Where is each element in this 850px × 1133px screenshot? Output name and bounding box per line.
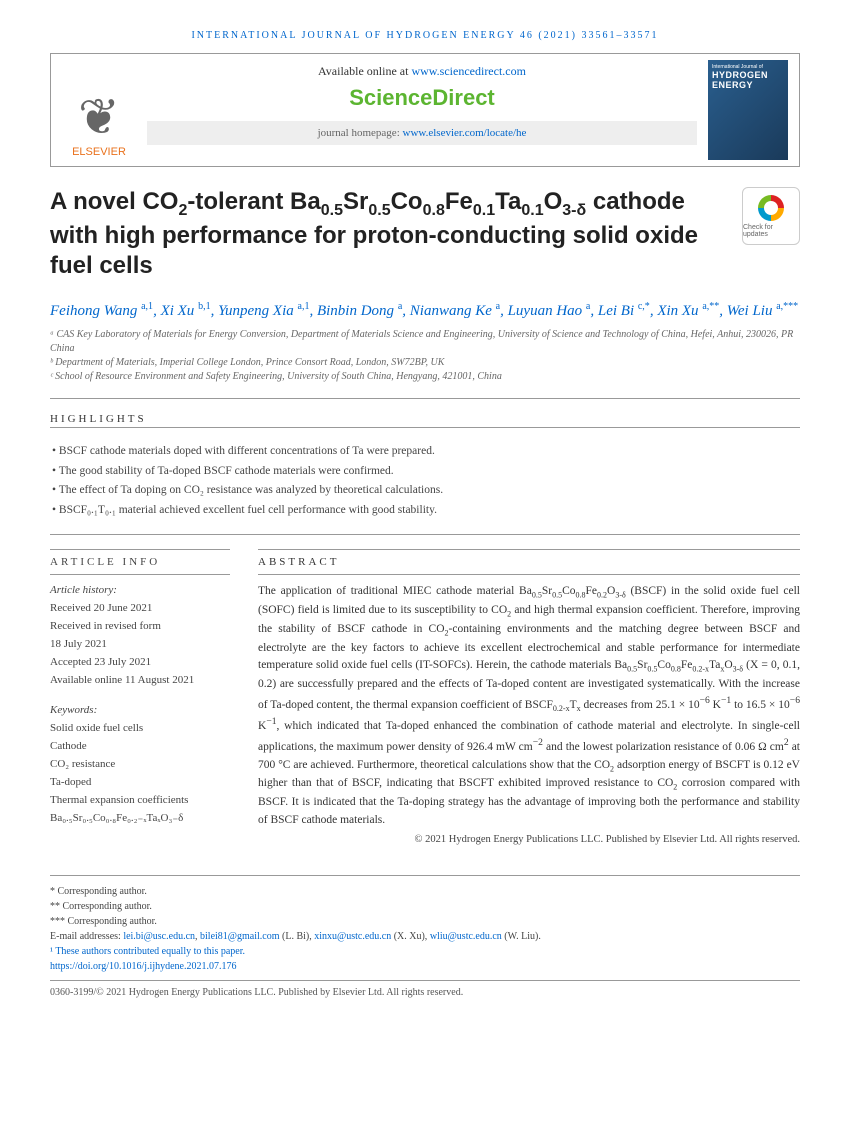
journal-header: INTERNATIONAL JOURNAL OF HYDROGEN ENERGY… (50, 30, 800, 41)
corresponding-note: * Corresponding author. (50, 884, 800, 899)
keyword: Ba₀.₅Sr₀.₅Co₀.₈Fe₀.₂₋ₓTaₓO₃₋δ (50, 811, 230, 827)
abstract-copyright: © 2021 Hydrogen Energy Publications LLC.… (258, 834, 800, 845)
history-line: Received 20 June 2021 (50, 601, 230, 617)
journal-cover: International Journal of HYDROGEN ENERGY (708, 60, 788, 160)
journal-homepage-row: journal homepage: www.elsevier.com/locat… (147, 121, 697, 145)
article-title: A novel CO2-tolerant Ba0.5Sr0.5Co0.8Fe0.… (50, 187, 726, 281)
homepage-prefix: journal homepage: (318, 127, 403, 139)
available-online: Available online at www.sciencedirect.co… (147, 54, 697, 85)
elsevier-label: ELSEVIER (59, 146, 139, 158)
highlights-block: BSCF cathode materials doped with differ… (50, 442, 800, 520)
article-history-label: Article history: (50, 583, 230, 599)
available-prefix: Available online at (318, 64, 411, 78)
authors-list: Feihong Wang a,1, Xi Xu b,1, Yunpeng Xia… (50, 299, 800, 323)
highlight-item: BSCF cathode materials doped with differ… (52, 442, 800, 462)
affiliations: ᵃ CAS Key Laboratory of Materials for En… (50, 328, 800, 384)
footer: * Corresponding author.** Corresponding … (50, 875, 800, 1000)
history-line: Accepted 23 July 2021 (50, 655, 230, 671)
check-updates-badge[interactable]: Check for updates (742, 187, 800, 245)
history-line: Received in revised form (50, 619, 230, 635)
history-line: 18 July 2021 (50, 637, 230, 653)
highlight-item: The effect of Ta doping on CO₂ resistanc… (52, 481, 800, 501)
header-center: Available online at www.sciencedirect.co… (147, 54, 697, 166)
abstract-title: ABSTRACT (258, 549, 800, 575)
keyword: Ta-doped (50, 775, 230, 791)
highlights-title: HIGHLIGHTS (50, 413, 800, 425)
keyword: Thermal expansion coefficients (50, 793, 230, 809)
keyword: Solid oxide fuel cells (50, 721, 230, 737)
elsevier-tree-icon: ❦ (59, 92, 139, 142)
footer-copyright: 0360-3199/© 2021 Hydrogen Energy Publica… (50, 980, 800, 1000)
affiliation: ᵃ CAS Key Laboratory of Materials for En… (50, 328, 800, 356)
footer-emails: E-mail addresses: lei.bi@usc.edu.cn, bil… (50, 929, 800, 944)
crossmark-icon (758, 195, 784, 221)
sciencedirect-logo: ScienceDirect (147, 85, 697, 111)
homepage-link[interactable]: www.elsevier.com/locate/he (403, 127, 527, 139)
affiliation: ᶜ School of Resource Environment and Saf… (50, 370, 800, 384)
check-updates-label: Check for updates (743, 224, 799, 238)
corresponding-note: ** Corresponding author. (50, 899, 800, 914)
doi-link[interactable]: https://doi.org/10.1016/j.ijhydene.2021.… (50, 961, 236, 972)
article-info-title: ARTICLE INFO (50, 549, 230, 575)
highlight-item: The good stability of Ta-doped BSCF cath… (52, 462, 800, 482)
sciencedirect-link[interactable]: www.sciencedirect.com (411, 64, 526, 78)
abstract-column: ABSTRACT The application of traditional … (258, 549, 800, 844)
abstract-text: The application of traditional MIEC cath… (258, 583, 800, 829)
keywords-label: Keywords: (50, 703, 230, 719)
journal-cover-block: International Journal of HYDROGEN ENERGY (697, 54, 799, 166)
history-line: Available online 11 August 2021 (50, 673, 230, 689)
affiliation: ᵇ Department of Materials, Imperial Coll… (50, 356, 800, 370)
journal-cover-main: HYDROGEN ENERGY (712, 70, 784, 90)
highlight-item: BSCF₀.₁T₀.₁ material achieved excellent … (52, 501, 800, 521)
corresponding-note: *** Corresponding author. (50, 914, 800, 929)
keyword: CO₂ resistance (50, 757, 230, 773)
article-info-column: ARTICLE INFO Article history: Received 2… (50, 549, 230, 844)
keyword: Cathode (50, 739, 230, 755)
publisher-logo-block: ❦ ELSEVIER (51, 54, 147, 166)
header-box: ❦ ELSEVIER Available online at www.scien… (50, 53, 800, 167)
footer-equal-contrib: ¹ These authors contributed equally to t… (50, 944, 800, 959)
